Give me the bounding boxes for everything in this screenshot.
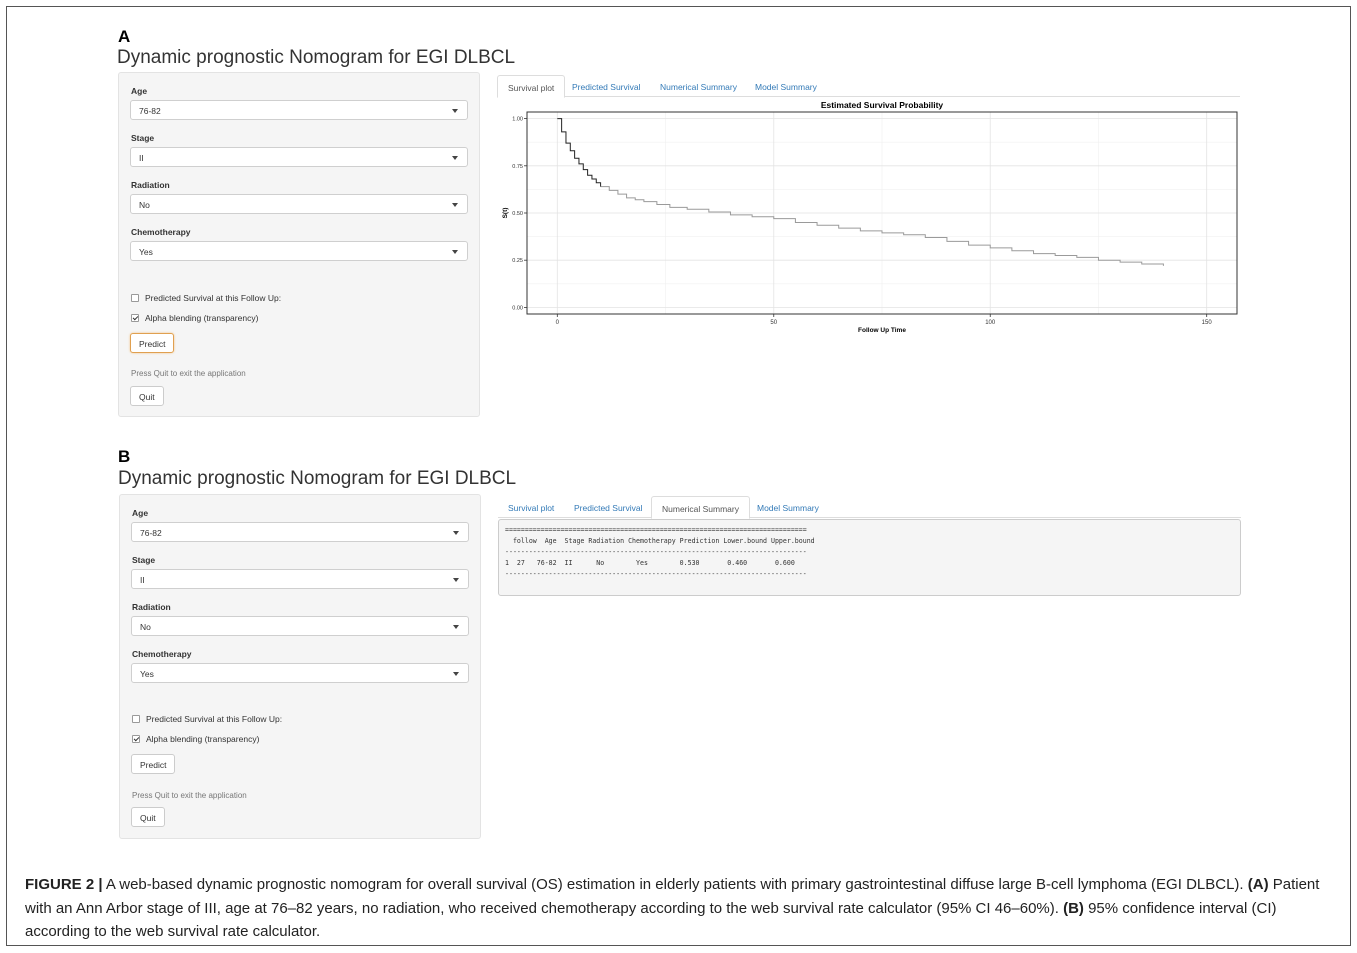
caption-label-a: (A) xyxy=(1247,876,1269,893)
figure-frame xyxy=(6,6,1351,946)
caption-text-b: 95% confidence interval (CI) according t… xyxy=(25,899,1277,941)
x-tick-label: 0 xyxy=(556,320,560,326)
age-select[interactable]: 76-82 xyxy=(130,100,468,120)
y-axis-label: S(t) xyxy=(502,208,509,219)
numerical-summary-output: ========================================… xyxy=(498,519,1241,596)
x-tick-label: 100 xyxy=(985,320,996,326)
radiation-select-value: No xyxy=(139,200,150,210)
age-label: Age xyxy=(131,86,148,96)
chemotherapy-select-value: Yes xyxy=(140,669,154,679)
survival-chart-svg: 0 50 100 150 0.00 0.25 0.50 0.75 1.00 Follow Up T… xyxy=(502,111,1238,334)
tab-predicted-survival[interactable]: Predicted Survival xyxy=(574,503,643,513)
followup-checkbox[interactable] xyxy=(131,294,139,302)
panel-b-letter: B xyxy=(118,447,131,466)
caption-label-b: (B) xyxy=(1063,899,1084,917)
caret-down-icon xyxy=(453,625,459,629)
tab-survival-plot[interactable]: Survival plot xyxy=(497,75,566,98)
panel-a-app-title: Dynamic prognostic Nomogram for EGI DLBC… xyxy=(117,47,516,68)
panel-b-app-title: Dynamic prognostic Nomogram for EGI DLBC… xyxy=(118,468,517,489)
numerical-summary-text: ========================================… xyxy=(505,526,815,578)
caption-text-a: Patient with an Ann Arbor stage of III, … xyxy=(25,876,1320,917)
figure-caption: FIGURE 2 | A web-based dynamic prognosti… xyxy=(25,873,1335,944)
quit-button[interactable]: Quit xyxy=(131,807,165,827)
survival-curve-tail xyxy=(600,186,1164,266)
quit-hint: Press Quit to exit the application xyxy=(132,791,247,800)
quit-button[interactable]: Quit xyxy=(130,386,164,406)
caret-down-icon xyxy=(452,203,458,207)
alpha-checkbox-label: Alpha blending (transparency) xyxy=(145,313,259,323)
x-tick-label: 150 xyxy=(1202,320,1213,326)
alpha-checkbox[interactable] xyxy=(132,735,140,743)
alpha-checkbox-label: Alpha blending (transparency) xyxy=(146,734,260,744)
age-select[interactable]: 76-82 xyxy=(131,522,469,542)
chemotherapy-select-value: Yes xyxy=(139,247,153,257)
panel-a-sidebar: Age 76-82 Stage II Radiation No Chemothe… xyxy=(118,72,480,417)
predict-button[interactable]: Predict xyxy=(130,333,175,353)
caret-down-icon xyxy=(452,109,458,113)
x-axis-label: Follow Up Time xyxy=(858,327,906,334)
survival-plot: Estimated Survival Probability 0 50 100 150… xyxy=(497,98,1247,338)
y-tick-label: 0.50 xyxy=(512,211,523,217)
radiation-select[interactable]: No xyxy=(131,616,469,636)
radiation-select-value: No xyxy=(140,622,151,632)
radiation-label: Radiation xyxy=(131,180,170,190)
panel-a-tabs: Survival plot Predicted Survival Numeric… xyxy=(497,75,1240,98)
y-tick-label: 1.00 xyxy=(512,117,523,123)
stage-select-value: II xyxy=(139,153,144,163)
quit-hint: Press Quit to exit the application xyxy=(131,369,246,378)
x-tick-label: 50 xyxy=(770,320,777,326)
chemotherapy-select[interactable]: Yes xyxy=(130,241,468,261)
stage-select[interactable]: II xyxy=(131,569,469,589)
chemotherapy-label: Chemotherapy xyxy=(132,649,192,659)
panel-a-letter: A xyxy=(118,27,131,46)
tab-model-summary[interactable]: Model Summary xyxy=(757,503,819,513)
predict-button[interactable]: Predict xyxy=(131,754,176,774)
age-select-value: 76-82 xyxy=(140,528,162,538)
stage-select[interactable]: II xyxy=(130,147,468,167)
caption-figure-label: FIGURE 2 | xyxy=(25,876,103,893)
followup-checkbox[interactable] xyxy=(132,715,140,723)
radiation-select[interactable]: No xyxy=(130,194,468,214)
y-tick-label: 0.25 xyxy=(512,258,523,264)
radiation-label: Radiation xyxy=(132,602,171,612)
followup-checkbox-label: Predicted Survival at this Follow Up: xyxy=(146,714,283,724)
followup-checkbox-row[interactable]: Predicted Survival at this Follow Up: xyxy=(132,714,282,724)
survival-curve xyxy=(557,118,602,187)
tab-predicted-survival[interactable]: Predicted Survival xyxy=(572,82,641,92)
panel-b-tabs: Survival plot Predicted Survival Numeric… xyxy=(498,496,1241,519)
panel-b-sidebar: Age 76-82 Stage II Radiation No Chemothe… xyxy=(119,494,481,839)
caret-down-icon xyxy=(453,578,459,582)
alpha-checkbox-row[interactable]: Alpha blending (transparency) xyxy=(132,734,259,744)
followup-checkbox-row[interactable]: Predicted Survival at this Follow Up: xyxy=(131,293,281,303)
age-label: Age xyxy=(132,508,149,518)
chemotherapy-label: Chemotherapy xyxy=(131,227,191,237)
stage-label: Stage xyxy=(132,555,156,565)
y-tick-label: 0.00 xyxy=(512,305,523,311)
caret-down-icon xyxy=(452,250,458,254)
caret-down-icon xyxy=(452,156,458,160)
tab-survival-plot[interactable]: Survival plot xyxy=(508,503,555,513)
caret-down-icon xyxy=(453,672,459,676)
age-select-value: 76-82 xyxy=(139,106,161,116)
followup-checkbox-label: Predicted Survival at this Follow Up: xyxy=(145,293,282,303)
tab-model-summary[interactable]: Model Summary xyxy=(755,82,817,92)
tab-numerical-summary[interactable]: Numerical Summary xyxy=(651,496,750,519)
alpha-checkbox-row[interactable]: Alpha blending (transparency) xyxy=(131,313,258,323)
caption-text: A web-based dynamic prognostic nomogram … xyxy=(102,876,1248,893)
stage-label: Stage xyxy=(131,133,155,143)
alpha-checkbox[interactable] xyxy=(131,314,139,322)
caret-down-icon xyxy=(453,531,459,535)
stage-select-value: II xyxy=(140,575,145,585)
y-tick-label: 0.75 xyxy=(512,164,523,170)
chart-title: Estimated Survival Probability xyxy=(820,100,944,110)
tab-numerical-summary[interactable]: Numerical Summary xyxy=(660,82,737,92)
chemotherapy-select[interactable]: Yes xyxy=(131,663,469,683)
